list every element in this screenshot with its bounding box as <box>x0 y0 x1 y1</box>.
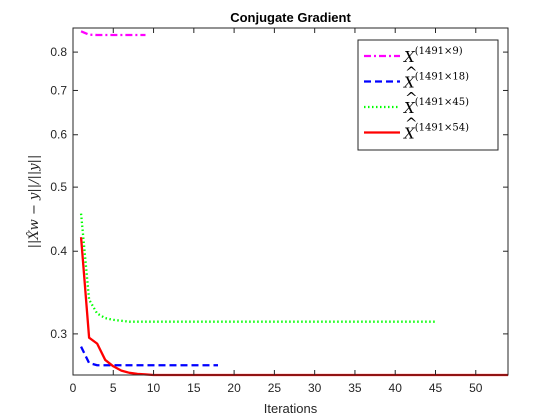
x-tick-label: 15 <box>187 381 201 395</box>
chart-title: Conjugate Gradient <box>230 10 351 25</box>
legend-entry: X(1491×54) <box>403 123 469 143</box>
x-tick-label: 5 <box>110 381 117 395</box>
x-tick-label: 30 <box>308 381 322 395</box>
legend-hat-mark: ^ <box>405 115 418 133</box>
legend: X(1491×9)X(1491×18)^X(1491×45)^X(1491×54… <box>357 39 499 151</box>
x-tick-label: 35 <box>348 381 362 395</box>
x-tick-label: 40 <box>389 381 403 395</box>
x-tick-label: 0 <box>70 381 77 395</box>
series-line-2 <box>80 346 218 367</box>
y-tick-label: 0.4 <box>50 244 67 258</box>
legend-entry: X(1491×18) <box>403 72 469 92</box>
x-tick-label: 10 <box>147 381 161 395</box>
x-tick-label: 20 <box>227 381 241 395</box>
legend-hat-mark: ^ <box>405 64 418 82</box>
x-tick-label: 45 <box>429 381 443 395</box>
y-tick-label: 0.3 <box>50 327 67 341</box>
y-tick-label: 0.5 <box>50 180 67 194</box>
plot-frame <box>72 27 509 376</box>
x-tick-label: 50 <box>469 381 483 395</box>
y-axis-label: ||X̂w − y||/||y|| <box>26 155 42 249</box>
y-tick-label: 0.7 <box>50 83 67 97</box>
legend-hat-mark: ^ <box>405 89 418 107</box>
y-tick-label: 0.6 <box>50 128 67 142</box>
x-axis-label: Iterations <box>264 401 318 416</box>
x-tick-label: 25 <box>268 381 282 395</box>
legend-entry: X(1491×45) <box>403 97 469 117</box>
series-line-1 <box>80 30 146 37</box>
y-tick-label: 0.8 <box>50 45 67 59</box>
axis-ticks: 0 5 10 15 20 25 30 35 40 45 50 0.3 0.4 0.5 0.6 0.7 0.8 <box>50 28 508 395</box>
legend-entry: X(1491×9) <box>403 46 463 66</box>
series-line-3 <box>79 213 436 323</box>
